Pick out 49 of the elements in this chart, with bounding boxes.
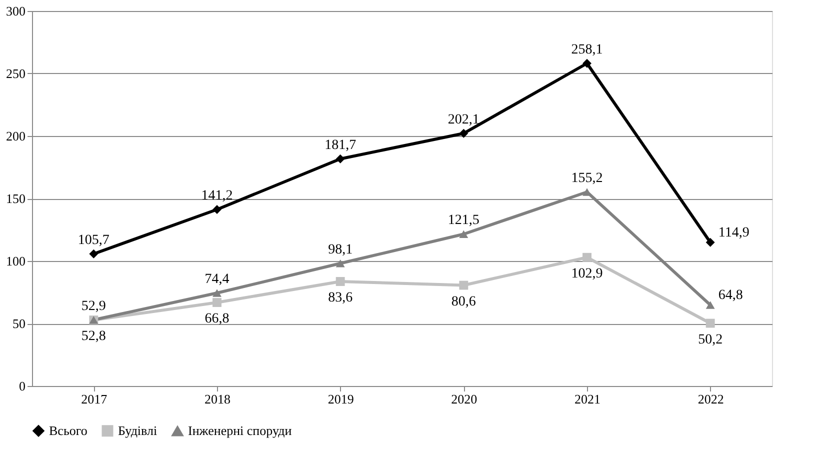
x-tick-label: 2020 (451, 392, 478, 406)
y-tick-label: 0 (19, 378, 26, 394)
point (582, 252, 592, 262)
x-tick-label: 2021 (574, 392, 600, 406)
legend-label: Будівлі (118, 422, 158, 438)
point (706, 238, 715, 247)
data-label: 64,8 (718, 288, 743, 303)
y-tick-label: 300 (6, 4, 26, 18)
point (459, 128, 468, 138)
data-label: 98,1 (328, 242, 353, 258)
x-tick-label: 2017 (81, 392, 108, 406)
y-tick-label: 50 (12, 316, 26, 331)
data-label: 141,2 (201, 188, 233, 204)
y-tick-label: 200 (6, 128, 26, 144)
data-label: 83,6 (328, 290, 353, 306)
y-tick-label: 250 (6, 66, 26, 81)
legend-label: Всього (49, 422, 88, 438)
data-label: 258,1 (571, 42, 603, 58)
data-label: 74,4 (204, 272, 230, 287)
point (89, 249, 98, 258)
data-label: 155,2 (571, 171, 603, 186)
data-label: 52,8 (81, 329, 106, 344)
data-label: 202,1 (448, 112, 480, 128)
x-tick-label: 2022 (698, 392, 724, 406)
point (212, 205, 222, 214)
point (336, 154, 345, 164)
y-tick-label: 150 (6, 191, 26, 206)
data-label: 50,2 (698, 332, 723, 348)
point (706, 301, 715, 309)
point (459, 280, 468, 290)
point (336, 277, 345, 286)
data-label: 114,9 (718, 225, 750, 240)
data-label: 181,7 (324, 138, 356, 153)
y-tick-label: 100 (6, 254, 26, 268)
data-label: 66,8 (204, 312, 230, 326)
point (706, 318, 715, 328)
legend-label: Інженерні споруди (188, 423, 292, 438)
point (582, 58, 592, 68)
data-label: 102,9 (571, 266, 603, 282)
x-tick-label: 2019 (328, 392, 354, 406)
point (212, 289, 222, 297)
data-label: 80,6 (451, 294, 476, 310)
point (336, 260, 345, 268)
x-tick-label: 2018 (204, 392, 230, 406)
data-label: 105,7 (78, 232, 110, 248)
data-label: 52,9 (81, 298, 106, 314)
point (212, 298, 222, 307)
data-label: 121,5 (448, 213, 480, 228)
point (459, 230, 468, 238)
